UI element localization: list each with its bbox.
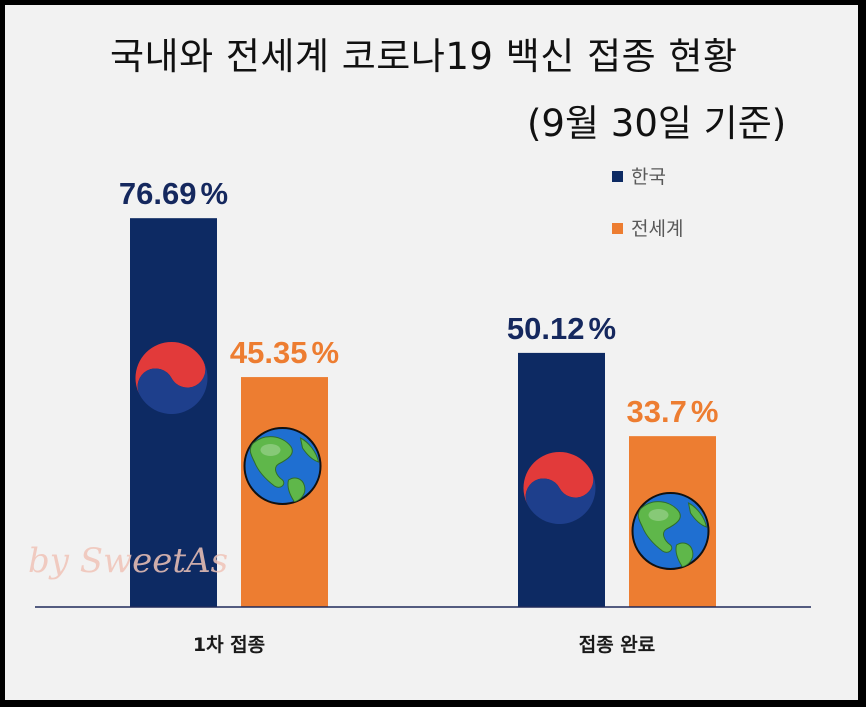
watermark-text: by SweetAs — [28, 541, 229, 581]
x-tick-label-2: 접종 완료 — [579, 634, 656, 656]
x-tick-label-1: 1차 접종 — [193, 634, 265, 656]
legend-label: 한국 — [631, 166, 666, 188]
legend-label: 전세계 — [631, 218, 683, 240]
legend-swatch — [612, 171, 623, 182]
data-label-world-2: 33.7% — [627, 394, 719, 429]
data-label-korea-2: 50.12% — [507, 311, 616, 346]
legend-item-korea: 한국 — [612, 166, 666, 188]
legend-item-world: 전세계 — [612, 218, 683, 240]
globe-icon — [243, 427, 322, 505]
chart-subtitle: (9월 30일 기준) — [527, 102, 787, 145]
legend-swatch — [612, 223, 623, 234]
data-label-korea-1: 76.69% — [119, 176, 228, 211]
globe-icon — [631, 492, 710, 570]
taegeuk-icon — [135, 342, 208, 414]
chart-title: 국내와 전세계 코로나19 백신 접종 현황 — [110, 35, 738, 78]
data-label-world-1: 45.35% — [230, 335, 339, 370]
taegeuk-icon — [523, 452, 596, 524]
